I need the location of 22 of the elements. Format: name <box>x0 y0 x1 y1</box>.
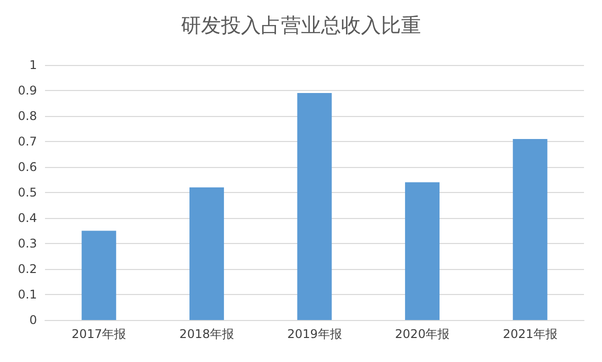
x-tick-label: 2017年报 <box>72 327 126 341</box>
bar <box>405 182 440 320</box>
y-tick-label: 0.7 <box>18 134 37 148</box>
y-tick-label: 0.3 <box>18 236 37 250</box>
y-tick-label: 0.9 <box>18 84 37 98</box>
y-tick-label: 0.8 <box>18 109 37 123</box>
bar <box>189 187 224 320</box>
x-tick-label: 2021年报 <box>502 327 558 341</box>
bar <box>297 93 332 320</box>
y-tick-label: 0.5 <box>18 186 37 200</box>
y-tick-label: 0 <box>29 313 37 327</box>
x-tick-label: 2019年报 <box>287 327 342 341</box>
y-tick-label: 0.4 <box>18 211 37 225</box>
x-tick-label: 2018年报 <box>179 327 234 341</box>
y-tick-label: 1 <box>29 58 37 72</box>
y-tick-label: 0.2 <box>18 262 37 276</box>
y-tick-label: 0.1 <box>18 288 37 302</box>
bar <box>512 138 548 320</box>
chart-title: 研发投入占营业总收入比重 <box>181 13 421 37</box>
bar <box>82 230 116 320</box>
y-tick-label: 0.6 <box>18 160 37 174</box>
x-tick-label: 2020年报 <box>395 327 450 341</box>
